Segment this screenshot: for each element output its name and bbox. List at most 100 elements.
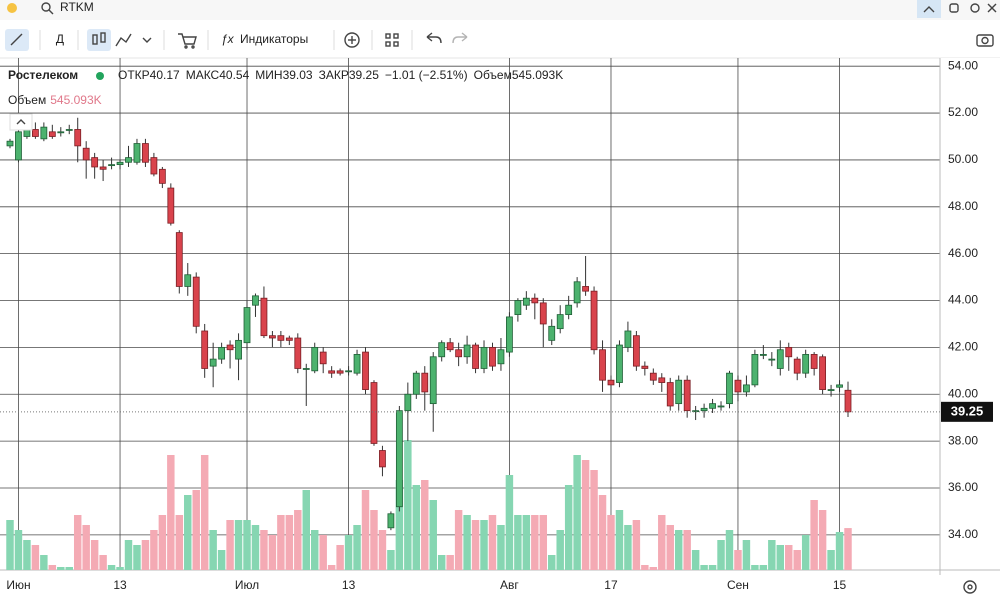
volume-bar: [302, 490, 310, 570]
candle-body: [48, 131, 56, 137]
y-tick-label: 52.00: [948, 105, 978, 119]
y-tick-label: 42.00: [948, 340, 978, 354]
undo-icon[interactable]: [426, 32, 442, 44]
search-icon[interactable]: [41, 2, 54, 15]
candle-body: [328, 370, 336, 374]
candle-body: [506, 316, 513, 353]
candle-body: [590, 290, 598, 351]
candle-body: [446, 342, 454, 351]
line-chart-icon[interactable]: [115, 33, 132, 47]
volume-bar: [150, 530, 158, 570]
candle-body: [184, 274, 192, 287]
period-button[interactable]: Д: [56, 32, 64, 46]
candle-body: [455, 349, 463, 358]
high-label: МАКС: [186, 68, 220, 82]
volume-bar: [514, 515, 522, 570]
legend-collapse[interactable]: [9, 113, 33, 131]
volume-bar: [421, 480, 429, 570]
volume-bar: [658, 515, 666, 570]
close-icon[interactable]: [987, 3, 997, 13]
volume-bar: [370, 510, 378, 570]
add-icon[interactable]: [344, 32, 360, 48]
candle-body: [819, 356, 827, 390]
candle-body: [641, 365, 649, 369]
layout-icon[interactable]: [385, 33, 399, 47]
cart-icon[interactable]: [178, 33, 197, 49]
candle-body: [116, 161, 124, 166]
volume-bar: [200, 455, 209, 570]
volume-bar: [556, 530, 564, 570]
candle-type-button[interactable]: [87, 29, 111, 51]
indicators-button[interactable]: Индикаторы: [240, 32, 308, 46]
candle-body: [252, 295, 259, 306]
open-value: 40.17: [150, 68, 180, 82]
candle-body: [192, 276, 200, 327]
chevron-icon[interactable]: [142, 37, 152, 43]
redo-icon[interactable]: [452, 32, 468, 44]
candle-body: [285, 337, 293, 341]
candle-body: [607, 379, 615, 386]
axis-settings-icon[interactable]: [963, 580, 977, 594]
pencil-icon: [10, 33, 23, 46]
search-field[interactable]: RTKM: [60, 0, 94, 14]
candle-body: [802, 354, 810, 374]
candle-body: [683, 379, 691, 412]
low-value: 39.03: [283, 68, 313, 82]
candle-body: [582, 286, 589, 292]
candle-body: [539, 302, 547, 325]
candle-body: [175, 232, 183, 287]
candle-body: [387, 513, 395, 529]
volume-label: Объем: [474, 68, 512, 82]
candle-body: [759, 354, 767, 356]
candle-body: [734, 379, 742, 393]
volume-bar: [319, 535, 327, 570]
volume-bar: [429, 500, 437, 570]
last-price-tag: [941, 401, 993, 422]
candle-body: [548, 325, 556, 341]
candle-body: [201, 330, 209, 369]
draw-button[interactable]: [5, 29, 29, 51]
window-icon[interactable]: [949, 3, 959, 13]
volume-bar: [234, 520, 243, 570]
volume-bar: [175, 515, 184, 570]
axis-panel: [940, 58, 1000, 570]
volume-bar: [801, 535, 810, 570]
volume-bar: [48, 565, 57, 570]
volume-bar: [454, 510, 463, 570]
candle-body: [497, 349, 505, 365]
candle-body: [345, 370, 352, 373]
collapse-button[interactable]: [917, 0, 941, 18]
volume-bar: [90, 540, 99, 570]
candle-body: [700, 407, 708, 412]
volume-bar: [759, 565, 768, 570]
close-label: ЗАКР: [319, 68, 349, 82]
y-tick-label: 54.00: [948, 58, 978, 72]
settings-icon[interactable]: [970, 3, 980, 13]
candle-body: [658, 377, 666, 383]
candle-body: [57, 131, 65, 134]
y-tick-label: 38.00: [948, 433, 978, 447]
camera-icon[interactable]: [976, 34, 994, 47]
candle-body: [6, 140, 14, 147]
candle-icon: [92, 32, 106, 45]
change: −1.01 (−2.51%): [385, 68, 468, 82]
volume-bar: [6, 520, 14, 570]
y-tick-label: 44.00: [948, 293, 978, 307]
volume-bar: [243, 520, 251, 570]
volume-bar: [497, 525, 505, 570]
x-tick-label: 13: [113, 578, 127, 592]
x-tick-label: Июл: [235, 578, 259, 592]
candle-body: [319, 351, 327, 365]
candle-body: [531, 297, 539, 304]
volume-bar: [844, 528, 852, 570]
candle-body: [158, 168, 166, 184]
legend-collapse-icon: [16, 119, 26, 125]
volume-bar: [57, 567, 65, 570]
volume-bar: [674, 530, 683, 570]
candle-body: [844, 389, 852, 413]
candle-body: [836, 384, 843, 388]
candle-body: [556, 314, 564, 330]
volume-bar: [700, 565, 708, 570]
volume-bar: [395, 480, 404, 570]
